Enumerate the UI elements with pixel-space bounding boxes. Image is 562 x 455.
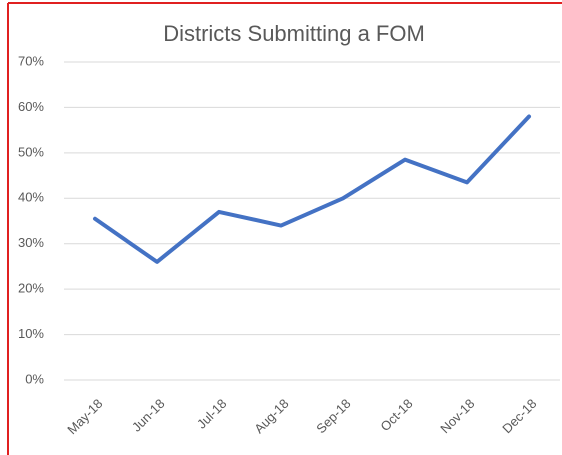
x-tick-label: Oct-18: [377, 396, 415, 434]
x-tick-label: Aug-18: [251, 396, 291, 436]
x-tick-label: Jun-18: [129, 396, 168, 435]
x-tick-label: Nov-18: [437, 396, 477, 436]
y-tick-label: 40%: [18, 190, 44, 205]
x-tick-label: Dec-18: [499, 396, 539, 436]
chart-title: Districts Submitting a FOM: [163, 21, 425, 46]
y-tick-label: 30%: [18, 235, 44, 250]
y-tick-label: 10%: [18, 326, 44, 341]
y-tick-label: 60%: [18, 99, 44, 114]
x-tick-label: May-18: [64, 396, 105, 437]
x-tick-label: Sep-18: [313, 396, 353, 436]
y-tick-label: 70%: [18, 53, 44, 68]
x-tick-label: Jul-18: [194, 396, 230, 432]
y-tick-label: 0%: [25, 371, 44, 386]
y-tick-label: 50%: [18, 144, 44, 159]
y-tick-label: 20%: [18, 281, 44, 296]
line-series: [93, 114, 531, 264]
